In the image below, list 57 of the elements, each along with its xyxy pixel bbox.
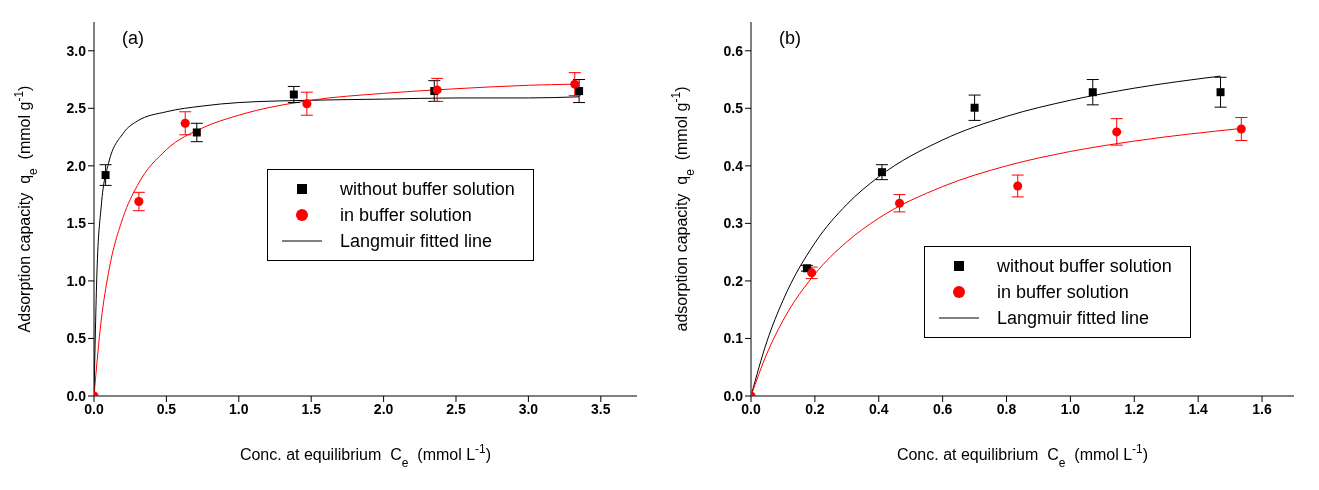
legend-label: Langmuir fitted line [997,307,1150,330]
y-tick-label: 0.6 [723,42,744,59]
legend-label: in buffer solution [997,281,1129,304]
x-axis-title: Conc. at equilibrium C$_{e}$ (mmol L$^{-1}$) [239,442,492,470]
y-tick-label: 3.0 [66,42,87,59]
point [1112,127,1122,137]
x-axis-title: Conc. at equilibrium C$_{e}$ (mmol L$^{-1}$) [896,442,1149,470]
legend-label: without buffer solution [340,178,515,201]
y-tick-label: 0.2 [723,272,744,289]
x-tick-label: 0.4 [869,400,889,417]
x-tick-label: 1.0 [1060,400,1081,417]
chart-title: (b) [779,28,801,49]
y-tick-label: 0.1 [723,330,744,347]
point [1236,124,1246,134]
point [1216,88,1225,97]
x-tick-label: 0.0 [741,400,761,417]
chart-title: (a) [122,28,144,49]
y-tick-label: 2.0 [66,157,87,174]
x-tick-label: 0.8 [996,400,1017,417]
y-tick-label: 1.0 [66,272,87,289]
y-tick-label: 0.5 [66,330,87,347]
legend-label: without buffer solution [997,255,1172,278]
x-tick-label: 2.0 [373,400,394,417]
x-tick-label: 0.0 [84,400,104,417]
x-tick-label: 1.5 [301,400,322,417]
y-tick-label: 0.3 [723,215,744,232]
y-tick-label: 0.4 [723,157,744,174]
y-tick-label: 1.5 [66,215,87,232]
legend-label: in buffer solution [340,204,472,227]
x-tick-label: 0.5 [156,400,177,417]
legend-label: Langmuir fitted line [340,230,493,253]
point [1088,88,1097,97]
x-tick-label: 0.2 [805,400,825,417]
point [575,87,584,96]
x-tick-label: 1.6 [1252,400,1272,417]
point [289,90,298,99]
x-tick-label: 2.5 [446,400,466,417]
point [180,118,190,128]
point [302,99,312,109]
y-tick-label: 0.0 [723,387,744,404]
point [1013,181,1023,191]
point [570,79,580,89]
point [877,168,886,177]
point [895,198,905,208]
x-tick-label: 3.0 [518,400,539,417]
point [134,197,144,207]
y-tick-label: 0.0 [66,387,87,404]
x-tick-label: 1.4 [1188,400,1209,417]
point [970,103,979,112]
y-tick-label: 2.5 [66,100,87,117]
point [192,128,201,137]
x-tick-label: 1.2 [1124,400,1145,417]
x-tick-label: 3.5 [591,400,611,417]
y-tick-label: 0.5 [723,100,744,117]
x-tick-label: 0.6 [932,400,953,417]
point [101,171,110,180]
x-tick-label: 1.0 [229,400,249,417]
